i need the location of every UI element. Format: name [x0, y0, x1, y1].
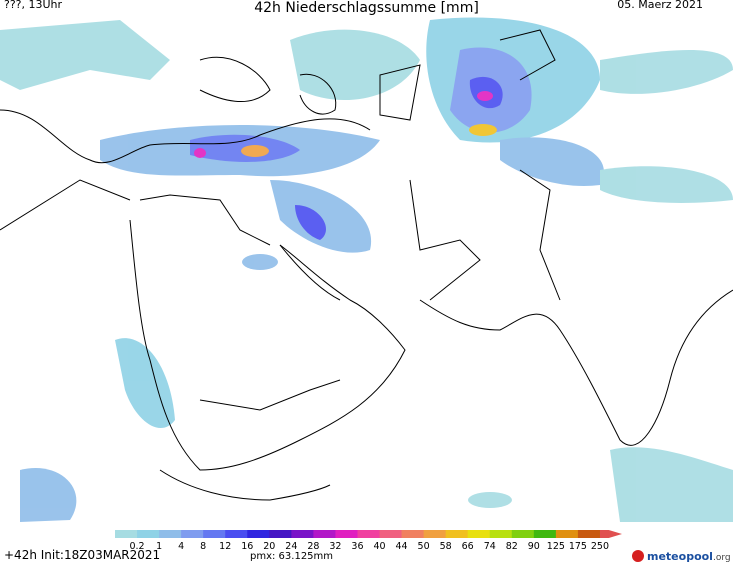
header-left: ???, 13Uhr — [4, 0, 63, 11]
footer-pmx: pmx: 63.125mm — [250, 551, 334, 562]
color-bar-segment — [181, 530, 204, 538]
coastlines — [0, 29, 733, 501]
color-bar-label: 66 — [462, 541, 474, 552]
color-bar — [115, 530, 622, 538]
color-bar-segment — [401, 530, 425, 538]
logo-name: meteopool — [647, 550, 713, 563]
color-bar-segment — [445, 530, 469, 538]
color-bar-segment — [269, 530, 292, 538]
header-date: 05. Maerz 2021 — [617, 0, 703, 11]
color-bar-segment — [577, 530, 601, 538]
color-bar-segment — [467, 530, 491, 538]
color-bar-segment — [313, 530, 336, 538]
color-bar-label: 4 — [178, 541, 184, 552]
color-bar-segment — [159, 530, 182, 538]
color-bar-label: 125 — [547, 541, 565, 552]
color-bar-label: 12 — [219, 541, 231, 552]
color-bar-label: 40 — [373, 541, 385, 552]
color-bar-label: 250 — [591, 541, 609, 552]
logo-icon — [632, 550, 644, 562]
color-bar-segment — [291, 530, 314, 538]
color-bar-label: 8 — [200, 541, 206, 552]
color-bar-label: 24 — [285, 541, 297, 552]
color-bar-label: 44 — [396, 541, 408, 552]
color-bar-segment — [533, 530, 557, 538]
color-bar-segment — [555, 530, 579, 538]
color-bar-label: 90 — [528, 541, 540, 552]
color-bar-label: 16 — [241, 541, 253, 552]
color-bar-labels: 0.2 1 4 8 12 16 20 24 28 32 36 40 44 50 58 66 74 82 90 125 1… — [129, 541, 609, 552]
color-bar-segment — [247, 530, 270, 538]
color-bar-segment — [511, 530, 535, 538]
color-bar-segment — [115, 530, 138, 538]
color-bar-label: 28 — [307, 541, 319, 552]
color-bar-segment — [225, 530, 248, 538]
color-bar-arrow — [599, 530, 622, 538]
logo-suffix: .org — [713, 553, 731, 563]
color-bar-segment — [203, 530, 226, 538]
color-bar-label: 50 — [418, 541, 430, 552]
color-bar-label: 0.2 — [129, 541, 144, 552]
color-bar-label: 175 — [569, 541, 587, 552]
color-bar-label: 82 — [506, 541, 518, 552]
color-bar-segment — [489, 530, 513, 538]
color-bar-label: 58 — [440, 541, 452, 552]
footer-run: +42h Init:18Z03MAR2021 — [4, 548, 161, 562]
map-background — [0, 18, 733, 523]
color-bar-segment — [137, 530, 160, 538]
color-bar-label: 1 — [156, 541, 162, 552]
color-bar-label: 20 — [263, 541, 275, 552]
color-bar-label: 74 — [484, 541, 496, 552]
color-bar-segment — [423, 530, 447, 538]
color-bar-label: 36 — [351, 541, 363, 552]
logo-text: meteopool.org — [647, 550, 731, 563]
color-bar-segment — [357, 530, 381, 538]
color-bar-label: 32 — [329, 541, 341, 552]
color-bar-segment — [379, 530, 403, 538]
color-bar-segment — [335, 530, 358, 538]
header-title: 42h Niederschlagssumme [mm] — [254, 0, 479, 16]
